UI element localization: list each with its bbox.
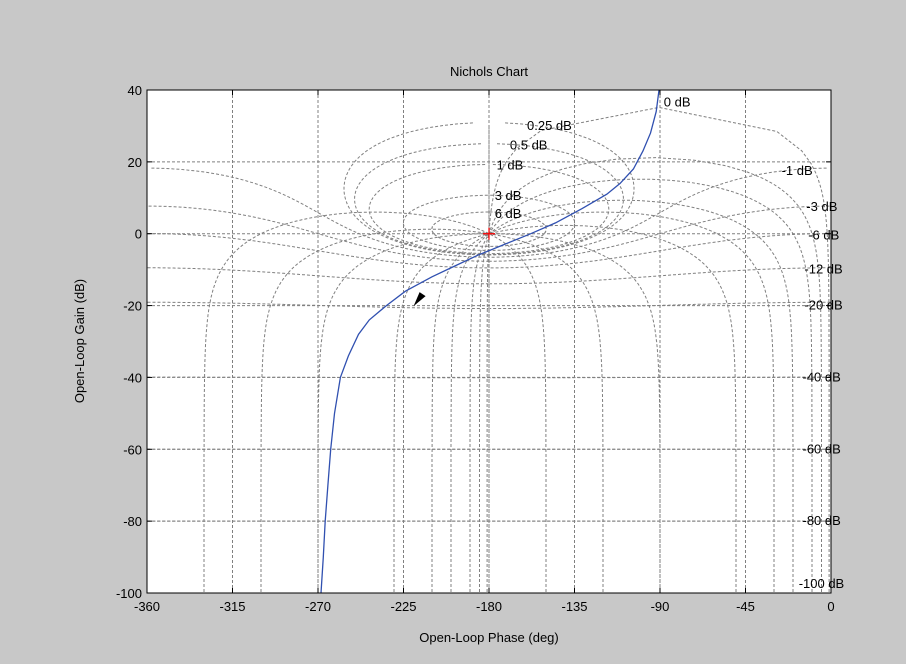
x-tick-label: 0	[827, 599, 834, 614]
m-circle-label: -3 dB	[806, 199, 837, 214]
y-tick-label: -20	[123, 299, 142, 314]
n-line	[431, 211, 775, 592]
x-tick-label: -180	[476, 599, 502, 614]
x-tick-label: -270	[305, 599, 331, 614]
x-tick-label: -45	[736, 599, 755, 614]
y-axis-label: Open-Loop Gain (dB)	[72, 279, 87, 403]
open-loop-response-line	[320, 90, 660, 593]
m-circle-label: -20 dB	[804, 298, 842, 313]
m-circle-label: -6 dB	[808, 228, 839, 243]
x-tick-label: -360	[134, 599, 160, 614]
y-tick-label: -60	[123, 442, 142, 457]
y-tick-label: 40	[128, 83, 142, 98]
m-circle-label: -12 dB	[804, 262, 842, 277]
n-line	[479, 157, 822, 592]
m-circle-label: 0 dB	[664, 95, 691, 110]
m-circle-label: 0.5 dB	[510, 138, 548, 153]
n-line	[317, 233, 661, 592]
m-circle-line	[343, 122, 635, 256]
y-tick-label: -40	[123, 370, 142, 385]
m-circle-line	[147, 267, 831, 285]
critical-point-marker	[483, 227, 495, 240]
curve-layer	[320, 90, 660, 593]
x-tick-label: -225	[390, 599, 416, 614]
x-tick-label: -135	[561, 599, 587, 614]
n-line	[486, 106, 830, 592]
m-circle-label: -40 dB	[803, 369, 841, 384]
n-line	[469, 178, 813, 592]
x-tick-label: -90	[651, 599, 670, 614]
x-axis-label: Open-Loop Phase (deg)	[419, 630, 558, 645]
y-tick-label: -80	[123, 514, 142, 529]
m-circle-label: -1 dB	[782, 163, 813, 178]
m-circle-label: 0.25 dB	[527, 118, 572, 133]
n-line	[260, 228, 604, 592]
m-circle-label: -60 dB	[803, 441, 841, 456]
chart-title: Nichols Chart	[450, 64, 528, 79]
tick-layer: -360 -315 -270 -225 -180 -135 -90 -45 0 -100 -80 -6…	[116, 83, 835, 614]
m-circle-label: 6 dB	[495, 206, 522, 221]
m-circle-label: -80 dB	[803, 513, 841, 528]
direction-arrow	[413, 292, 426, 307]
x-tick-label: -315	[219, 599, 245, 614]
m-circle-label: -100 dB	[799, 576, 845, 591]
y-tick-label: -100	[116, 586, 142, 601]
y-tick-label: 0	[135, 227, 142, 242]
n-line	[393, 224, 737, 592]
m-circle-label: 1 dB	[497, 157, 524, 172]
n-line	[203, 211, 547, 592]
y-tick-label: 20	[128, 155, 142, 170]
m-circle-line	[148, 205, 830, 262]
m-circle-label: 3 dB	[495, 188, 522, 203]
nichols-grid	[147, 90, 831, 593]
n-line	[450, 199, 794, 592]
